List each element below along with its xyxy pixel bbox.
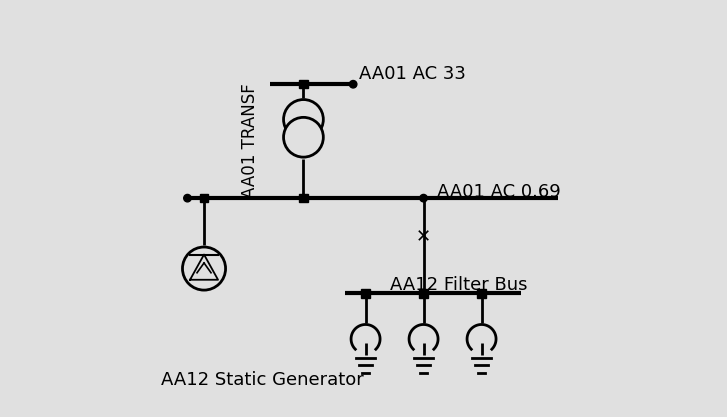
Text: AA01 AC 33: AA01 AC 33 [359, 65, 466, 83]
Circle shape [350, 80, 357, 88]
Circle shape [478, 290, 486, 297]
Circle shape [419, 290, 427, 297]
Circle shape [419, 194, 427, 202]
Polygon shape [478, 289, 486, 298]
Text: AA12 Static Generator: AA12 Static Generator [161, 372, 364, 389]
Text: AA12 Filter Bus: AA12 Filter Bus [390, 276, 527, 294]
Circle shape [300, 194, 308, 202]
Circle shape [284, 100, 324, 139]
Polygon shape [419, 289, 427, 298]
Text: AA01 TRANSF: AA01 TRANSF [241, 83, 259, 198]
Polygon shape [300, 80, 308, 88]
Circle shape [182, 247, 225, 290]
Polygon shape [300, 194, 308, 202]
Circle shape [362, 290, 369, 297]
Text: AA01 AC 0.69: AA01 AC 0.69 [436, 183, 561, 201]
Circle shape [419, 290, 427, 297]
Circle shape [284, 117, 324, 157]
Circle shape [184, 194, 191, 202]
Polygon shape [200, 194, 208, 202]
Polygon shape [361, 289, 370, 298]
